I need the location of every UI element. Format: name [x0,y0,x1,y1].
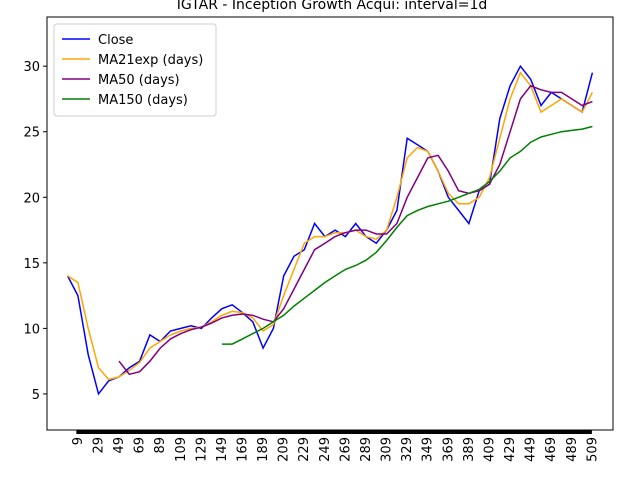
series-line [66,64,594,396]
x-tick-label: 149 [215,437,230,462]
x-tick-label: 429 [503,437,518,462]
y-tick-label: 30 [23,60,40,75]
x-tick-label: 109 [174,437,189,462]
legend-label: MA150 (days) [98,93,188,108]
x-tick-label: 189 [256,437,271,462]
x-tick-label: 309 [380,437,395,462]
x-tick-label: 209 [277,437,292,462]
x-tick-label: 9 [71,437,86,445]
x-tick-label: 29 [91,437,106,454]
x-tick-label: 89 [153,437,168,454]
x-tick-label: 69 [133,437,148,454]
series-line [221,125,593,345]
legend-label: Close [98,33,133,48]
x-tick-label: 249 [318,437,333,462]
x-tick-label: 129 [194,437,209,462]
y-tick-label: 25 [23,126,40,141]
y-tick-label: 10 [23,322,40,337]
x-tick-label: 169 [235,437,250,462]
chart-title: IGTAR - Inception Growth Acqui: interval… [177,0,488,13]
x-tick-label: 289 [359,437,374,462]
x-tick-label: 369 [441,437,456,462]
y-tick-label: 15 [23,257,40,272]
x-tick-label: 389 [462,437,477,462]
legend-label: MA21exp (days) [98,53,203,68]
x-tick-label: 449 [524,437,539,462]
x-tick-label: 469 [544,437,559,462]
series-line [118,84,593,376]
y-tick-label: 20 [23,191,40,206]
x-tick-label: 269 [338,437,353,462]
series-line [67,71,594,381]
y-tick-label: 5 [32,388,40,403]
x-tick-label: 349 [421,437,436,462]
x-tick-label: 49 [112,437,127,454]
x-tick-label: 329 [400,437,415,462]
x-tick-label: 489 [565,437,580,462]
legend-box [53,23,217,117]
legend-label: MA50 (days) [98,73,180,88]
x-tick-label: 409 [482,437,497,462]
x-tick-label: 509 [585,437,600,462]
x-tick-label: 229 [297,437,312,462]
plot-frame [46,16,614,431]
x-tick-band [76,430,592,434]
